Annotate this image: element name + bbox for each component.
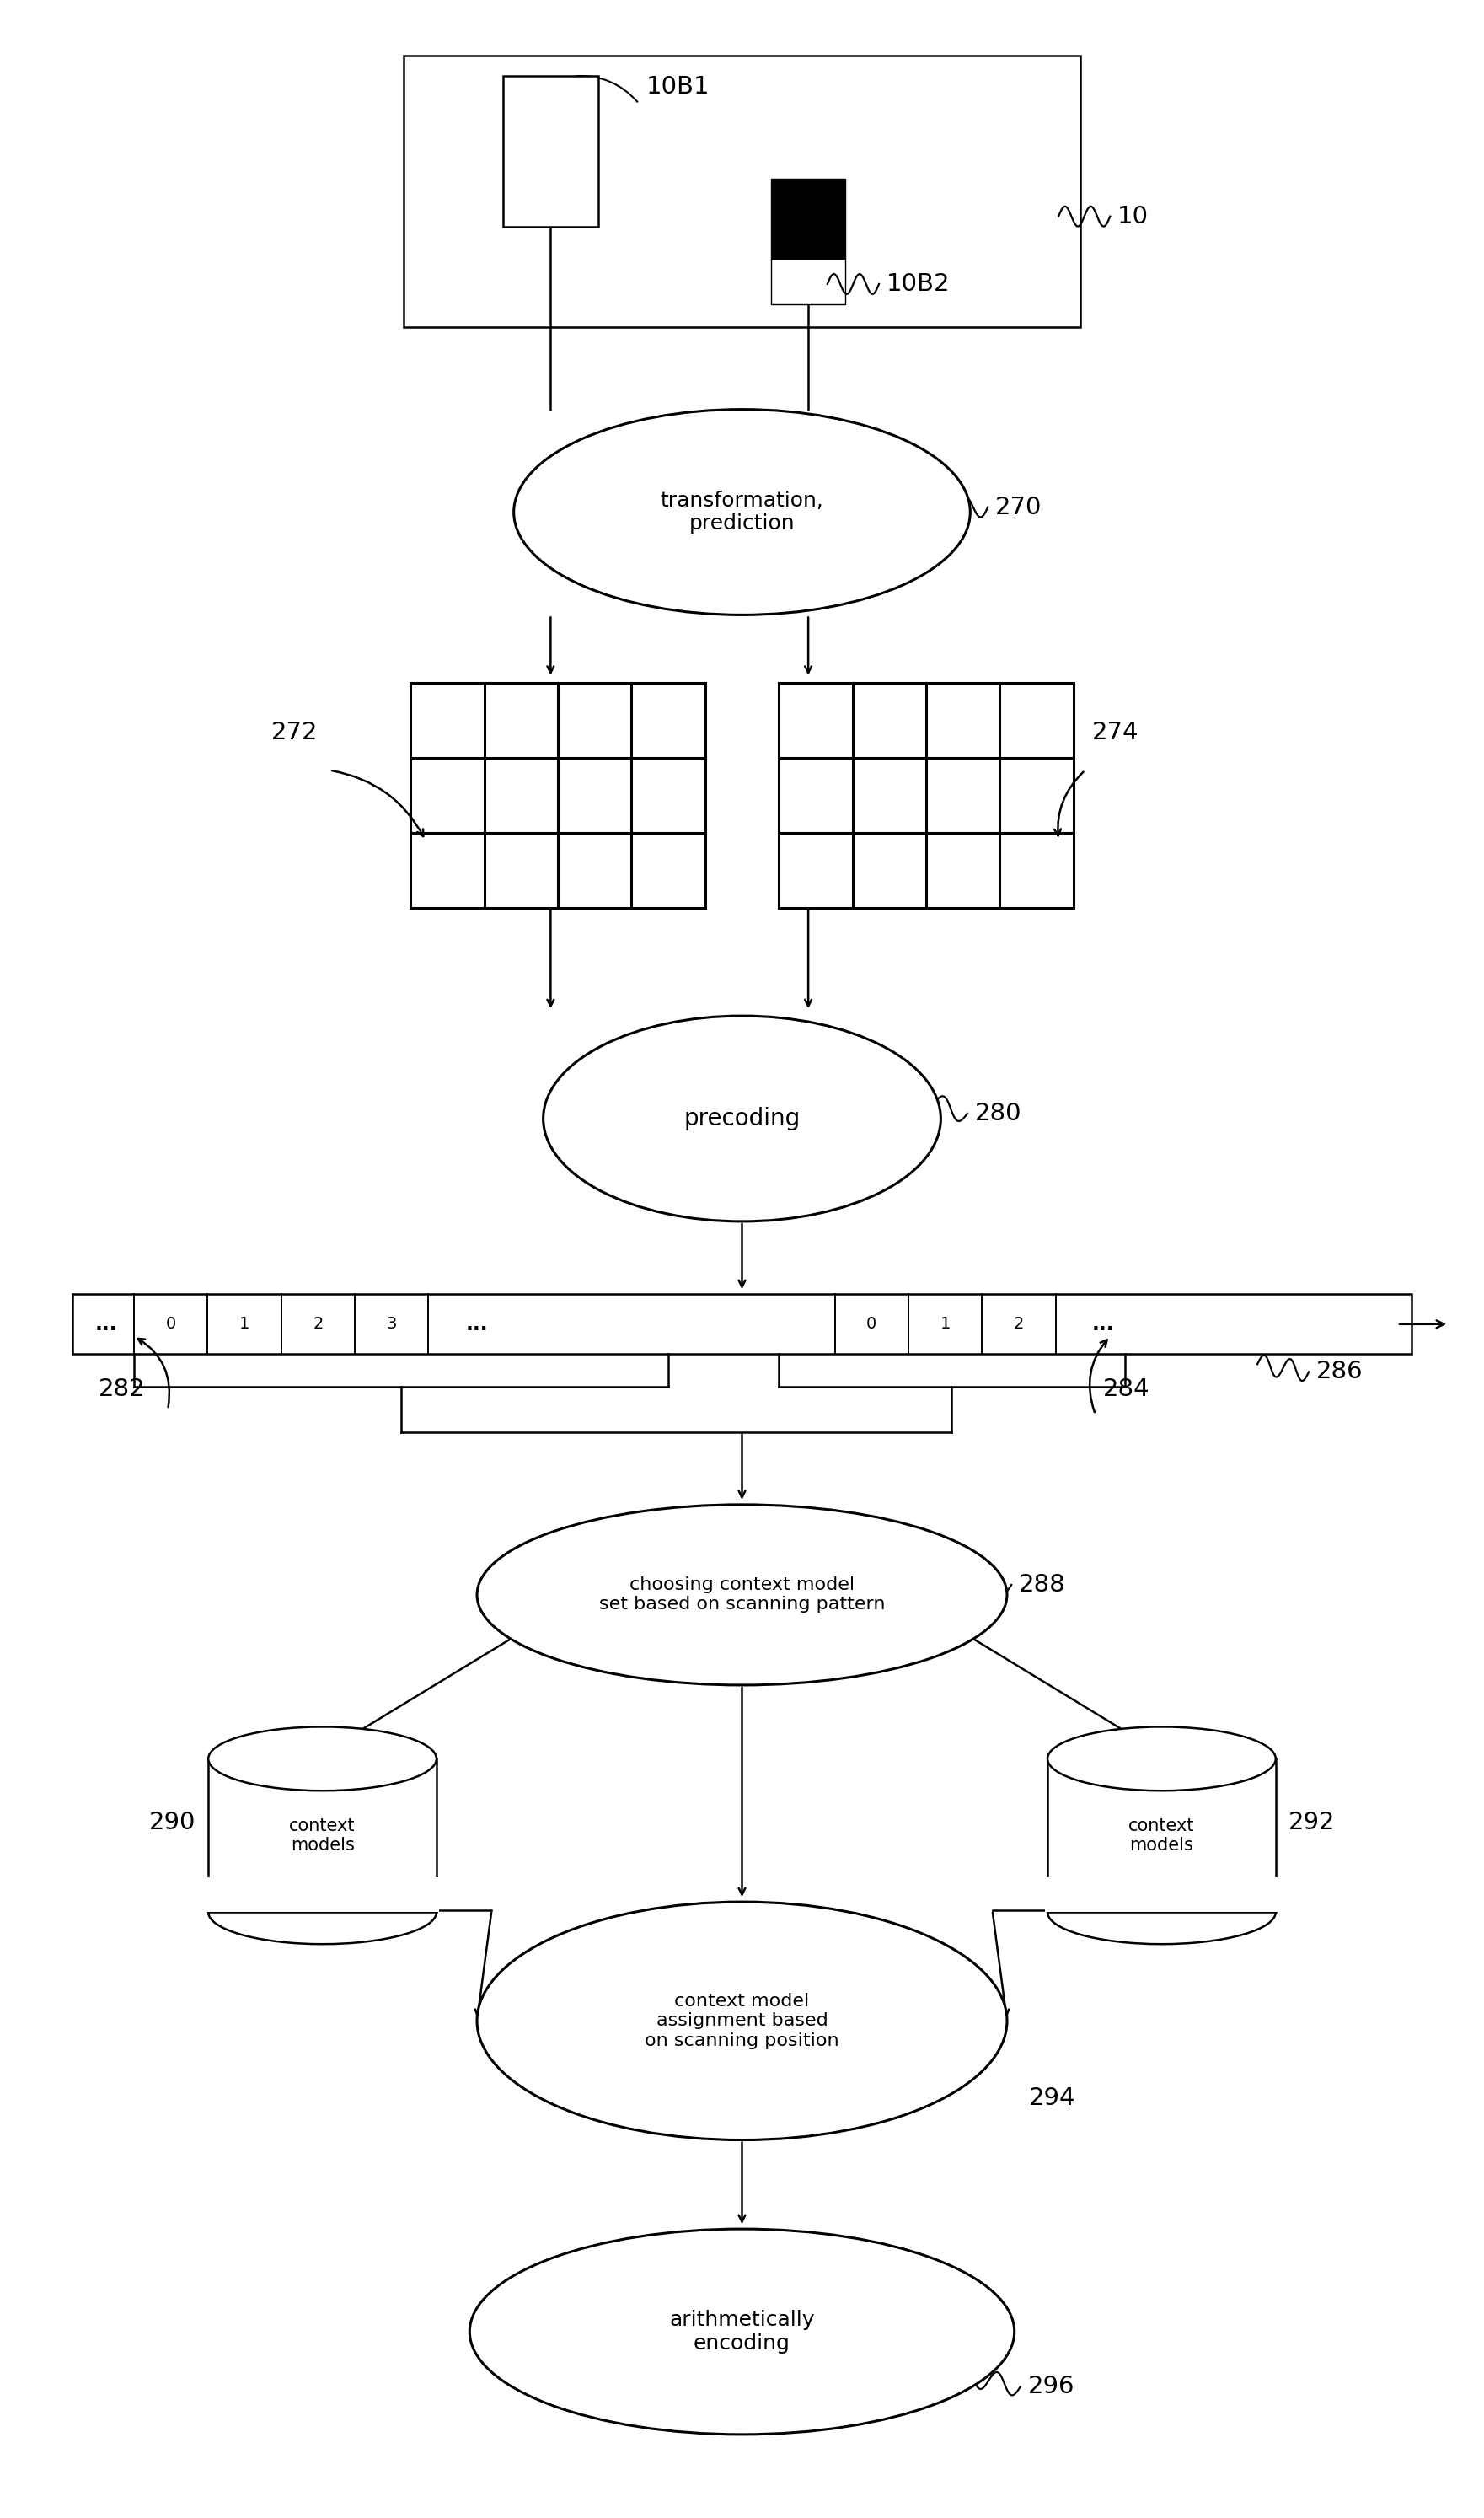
Text: 272: 272 bbox=[272, 720, 318, 745]
Text: 270: 270 bbox=[996, 496, 1042, 519]
Text: context
models: context models bbox=[1128, 1818, 1195, 1853]
Bar bbox=[1048, 1758, 1276, 1911]
Text: 10B2: 10B2 bbox=[886, 272, 950, 295]
Bar bbox=[208, 1758, 436, 1911]
Ellipse shape bbox=[543, 1015, 941, 1221]
Ellipse shape bbox=[208, 1727, 436, 1790]
Text: transformation,
prediction: transformation, prediction bbox=[660, 491, 824, 534]
Text: 290: 290 bbox=[148, 1810, 196, 1836]
Text: 284: 284 bbox=[1103, 1377, 1150, 1400]
Text: 10B1: 10B1 bbox=[647, 76, 709, 98]
Bar bbox=[73, 1294, 1411, 1355]
Bar bbox=[772, 179, 844, 259]
Text: choosing context model
set based on scanning pattern: choosing context model set based on scan… bbox=[600, 1576, 884, 1614]
Text: 274: 274 bbox=[1092, 720, 1140, 745]
Text: 282: 282 bbox=[99, 1377, 145, 1400]
Bar bbox=[503, 76, 598, 227]
Ellipse shape bbox=[513, 410, 971, 614]
Text: 280: 280 bbox=[975, 1103, 1021, 1126]
Text: context
models: context models bbox=[289, 1818, 356, 1853]
Text: 2: 2 bbox=[1014, 1317, 1024, 1332]
Bar bbox=[1045, 1878, 1279, 1911]
Text: 288: 288 bbox=[1020, 1574, 1066, 1596]
Ellipse shape bbox=[469, 2228, 1015, 2435]
Text: ...: ... bbox=[1092, 1314, 1114, 1335]
Text: 1: 1 bbox=[939, 1317, 950, 1332]
Ellipse shape bbox=[1048, 1881, 1276, 1944]
Text: 292: 292 bbox=[1288, 1810, 1336, 1836]
Bar bbox=[772, 259, 844, 305]
Text: 296: 296 bbox=[1027, 2374, 1074, 2400]
Text: 294: 294 bbox=[1028, 2087, 1076, 2110]
Text: 2: 2 bbox=[313, 1317, 324, 1332]
Text: 286: 286 bbox=[1316, 1360, 1364, 1382]
Text: context model
assignment based
on scanning position: context model assignment based on scanni… bbox=[646, 1992, 838, 2050]
Text: arithmetically
encoding: arithmetically encoding bbox=[669, 2309, 815, 2354]
Bar bbox=[404, 55, 1080, 327]
Text: 1: 1 bbox=[239, 1317, 249, 1332]
Bar bbox=[205, 1878, 439, 1911]
Text: ...: ... bbox=[466, 1314, 488, 1335]
Ellipse shape bbox=[208, 1881, 436, 1944]
Text: precoding: precoding bbox=[684, 1108, 800, 1131]
Text: 10: 10 bbox=[1117, 204, 1149, 229]
Ellipse shape bbox=[476, 1506, 1008, 1685]
Ellipse shape bbox=[1048, 1727, 1276, 1790]
Text: ...: ... bbox=[95, 1314, 117, 1335]
Ellipse shape bbox=[476, 1901, 1008, 2140]
Text: 0: 0 bbox=[166, 1317, 177, 1332]
Text: 0: 0 bbox=[867, 1317, 877, 1332]
Text: 3: 3 bbox=[386, 1317, 396, 1332]
